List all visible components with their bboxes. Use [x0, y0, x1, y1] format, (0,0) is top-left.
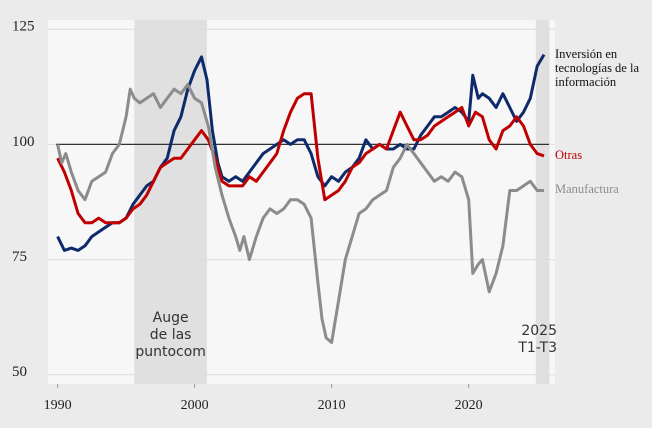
x-tick-label: 2020 — [455, 398, 483, 413]
annotation: T1-T3 — [517, 340, 557, 356]
y-tick-label: 50 — [12, 364, 27, 380]
annotation: 2025 — [521, 323, 557, 339]
x-tick-label: 2000 — [181, 398, 209, 413]
y-tick-label: 75 — [12, 249, 27, 265]
annotation: Auge — [153, 310, 189, 326]
x-tick-label: 2010 — [318, 398, 346, 413]
series-label: Manufactura — [555, 182, 619, 197]
annotation: puntocom — [135, 344, 206, 360]
series-label: Otras — [555, 147, 583, 162]
series-label: Inversión en tecnologías de la informaci… — [555, 46, 639, 89]
shaded-period — [134, 20, 207, 384]
x-tick-label: 1990 — [44, 398, 72, 413]
series-line — [56, 92, 545, 225]
series-line — [56, 83, 544, 344]
shaded-period — [535, 20, 550, 384]
y-tick-label: 125 — [12, 19, 35, 35]
annotation: de las — [150, 327, 192, 343]
y-tick-label: 100 — [12, 134, 35, 150]
